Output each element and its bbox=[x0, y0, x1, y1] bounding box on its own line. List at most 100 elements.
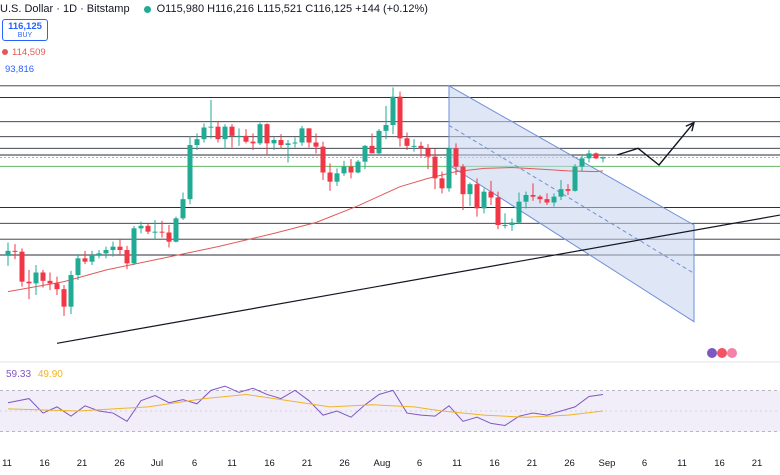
buy-button[interactable]: 116,125 BUY bbox=[2, 19, 48, 41]
flag-event-icon bbox=[717, 348, 727, 358]
economic-event-icon bbox=[707, 348, 717, 358]
x-tick-label: 21 bbox=[77, 458, 88, 469]
candle-body bbox=[194, 139, 200, 145]
candle-body bbox=[467, 184, 473, 195]
x-tick-label: 11 bbox=[677, 458, 687, 469]
candle-body bbox=[509, 222, 515, 225]
x-tick-label: 26 bbox=[564, 458, 575, 469]
candle-body bbox=[68, 275, 74, 307]
x-tick-label: 26 bbox=[114, 458, 125, 469]
candle-body bbox=[558, 189, 564, 197]
candle-body bbox=[341, 166, 347, 174]
rsi-legend: 59.33 49.90 bbox=[6, 369, 63, 380]
x-tick-label: 6 bbox=[192, 458, 197, 469]
symbol-title: U.S. Dollar · 1D · Bitstamp bbox=[0, 3, 130, 15]
candle-body bbox=[397, 96, 403, 139]
candle-body bbox=[355, 161, 361, 173]
candle-body bbox=[299, 128, 305, 143]
candle-body bbox=[320, 146, 326, 173]
candle-body bbox=[544, 199, 550, 203]
x-tick-label: 26 bbox=[339, 458, 350, 469]
candle-body bbox=[460, 166, 466, 195]
candle-body bbox=[481, 191, 487, 209]
candle-body bbox=[600, 157, 606, 159]
candle-body bbox=[19, 251, 25, 282]
candle-body bbox=[411, 145, 417, 147]
x-tick-label: 21 bbox=[527, 458, 538, 469]
candle-body bbox=[229, 126, 235, 136]
x-tick-label: 11 bbox=[2, 458, 12, 469]
candle-body bbox=[12, 250, 18, 252]
candle-body bbox=[362, 145, 368, 162]
x-tick-label: 21 bbox=[752, 458, 763, 469]
candle-body bbox=[306, 128, 312, 143]
buy-price: 116,125 bbox=[8, 21, 42, 32]
channel-midline bbox=[448, 124, 695, 274]
candle-body bbox=[250, 141, 256, 144]
support-trend-line bbox=[56, 214, 780, 344]
x-tick-label: 11 bbox=[227, 458, 237, 469]
candle-body bbox=[208, 126, 214, 128]
rsi-ma-value: 49.90 bbox=[37, 369, 63, 380]
candle-body bbox=[404, 138, 410, 146]
x-tick-label: 11 bbox=[452, 458, 462, 469]
ma-blue-legend: 93,816 bbox=[5, 64, 34, 75]
candle-body bbox=[418, 145, 424, 149]
candle-body bbox=[243, 135, 249, 142]
candle-body bbox=[152, 231, 158, 233]
candle-body bbox=[292, 142, 298, 144]
candle-body bbox=[187, 145, 193, 200]
candle-body bbox=[327, 172, 333, 182]
candle-body bbox=[33, 272, 39, 284]
candle-body bbox=[159, 231, 165, 233]
candle-body bbox=[523, 195, 529, 202]
candle-body bbox=[586, 153, 592, 159]
candle-body bbox=[516, 201, 522, 223]
candle-body bbox=[383, 125, 389, 131]
candle-body bbox=[453, 148, 459, 167]
candle-body bbox=[390, 96, 396, 125]
projection-path bbox=[616, 122, 695, 166]
candle-body bbox=[271, 140, 277, 144]
moving-average-line bbox=[7, 166, 604, 293]
candle-body bbox=[264, 124, 270, 144]
dividend-event-icon bbox=[727, 348, 737, 358]
x-tick-label: Sep bbox=[599, 458, 616, 469]
candle-body bbox=[488, 191, 494, 198]
candle-body bbox=[5, 250, 11, 256]
candle-body bbox=[180, 199, 186, 219]
rsi-line bbox=[7, 385, 604, 426]
candle-body bbox=[537, 196, 543, 200]
candle-body bbox=[110, 246, 116, 250]
ma-red-legend: 114,509 bbox=[2, 47, 46, 58]
candle-body bbox=[278, 140, 284, 145]
x-tick-label: 16 bbox=[39, 458, 50, 469]
candle-body bbox=[96, 253, 102, 255]
market-status-dot bbox=[143, 5, 151, 13]
candle-body bbox=[348, 166, 354, 173]
x-tick-label: 21 bbox=[302, 458, 313, 469]
candle-body bbox=[131, 228, 137, 264]
candle-body bbox=[173, 218, 179, 242]
x-tick-label: 16 bbox=[264, 458, 275, 469]
candle-body bbox=[572, 166, 578, 191]
candle-body bbox=[215, 126, 221, 140]
ma-red-value: 114,509 bbox=[12, 47, 46, 58]
candle-body bbox=[425, 148, 431, 157]
candle-body bbox=[166, 232, 172, 242]
ma-blue-value: 93,816 bbox=[5, 64, 35, 75]
candle-body bbox=[201, 127, 207, 140]
candle-body bbox=[75, 258, 81, 275]
descending-channel bbox=[448, 84, 695, 323]
candle-body bbox=[257, 124, 263, 144]
x-tick-label: 6 bbox=[417, 458, 422, 469]
candle-body bbox=[502, 225, 508, 226]
candle-body bbox=[495, 197, 501, 225]
candle-body bbox=[47, 280, 53, 284]
candle-body bbox=[432, 156, 438, 179]
candle-body bbox=[446, 148, 452, 189]
candle-body bbox=[579, 158, 585, 167]
ma-red-dot bbox=[2, 49, 8, 56]
